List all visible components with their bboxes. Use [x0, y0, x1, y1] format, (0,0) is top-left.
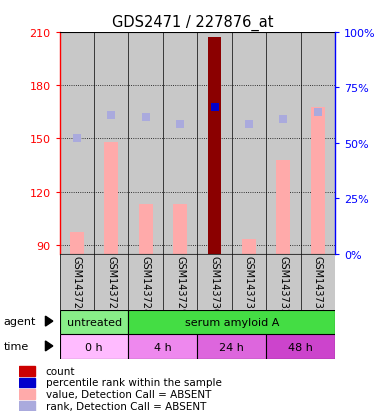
Bar [163, 254, 197, 310]
Bar [311, 107, 325, 254]
Polygon shape [45, 341, 53, 351]
Bar [94, 33, 129, 254]
Bar [266, 254, 301, 310]
Text: 4 h: 4 h [154, 342, 172, 352]
Text: 24 h: 24 h [219, 342, 244, 352]
Text: percentile rank within the sample: percentile rank within the sample [46, 377, 222, 387]
Bar [129, 335, 197, 359]
Bar [19, 401, 35, 411]
Bar [232, 254, 266, 310]
Text: GSM143733: GSM143733 [313, 256, 323, 315]
Text: serum amyloid A: serum amyloid A [184, 317, 279, 327]
Bar [208, 38, 221, 254]
Text: GSM143728: GSM143728 [141, 256, 151, 315]
Bar [94, 254, 129, 310]
Text: count: count [46, 366, 75, 376]
Bar [301, 33, 335, 254]
Text: GSM143731: GSM143731 [244, 256, 254, 315]
Bar [139, 204, 152, 254]
Text: 48 h: 48 h [288, 342, 313, 352]
Text: untreated: untreated [67, 317, 122, 327]
Bar [60, 335, 129, 359]
Bar [276, 160, 290, 254]
Text: value, Detection Call = ABSENT: value, Detection Call = ABSENT [46, 389, 211, 399]
Bar [104, 142, 118, 254]
Bar [129, 310, 335, 335]
Bar [19, 366, 35, 376]
Text: GSM143729: GSM143729 [175, 256, 185, 315]
Bar [266, 33, 301, 254]
Text: GSM143730: GSM143730 [209, 256, 219, 315]
Bar [70, 233, 84, 254]
Text: GSM143732: GSM143732 [278, 256, 288, 315]
Text: GSM143726: GSM143726 [72, 256, 82, 315]
Bar [197, 33, 232, 254]
Bar [60, 310, 129, 335]
Bar [19, 377, 35, 387]
Bar [19, 389, 35, 399]
Bar [60, 33, 94, 254]
Bar [163, 33, 197, 254]
Text: agent: agent [4, 316, 36, 326]
Polygon shape [45, 316, 53, 326]
Bar [129, 254, 163, 310]
Text: GDS2471 / 227876_at: GDS2471 / 227876_at [112, 14, 273, 31]
Text: 0 h: 0 h [85, 342, 103, 352]
Text: time: time [4, 341, 29, 351]
Bar [197, 335, 266, 359]
Text: rank, Detection Call = ABSENT: rank, Detection Call = ABSENT [46, 401, 206, 411]
Bar [232, 33, 266, 254]
Bar [197, 254, 232, 310]
Bar [301, 254, 335, 310]
Text: GSM143727: GSM143727 [106, 256, 116, 315]
Bar [60, 254, 94, 310]
Bar [242, 240, 256, 254]
Bar [173, 204, 187, 254]
Bar [129, 33, 163, 254]
Bar [266, 335, 335, 359]
